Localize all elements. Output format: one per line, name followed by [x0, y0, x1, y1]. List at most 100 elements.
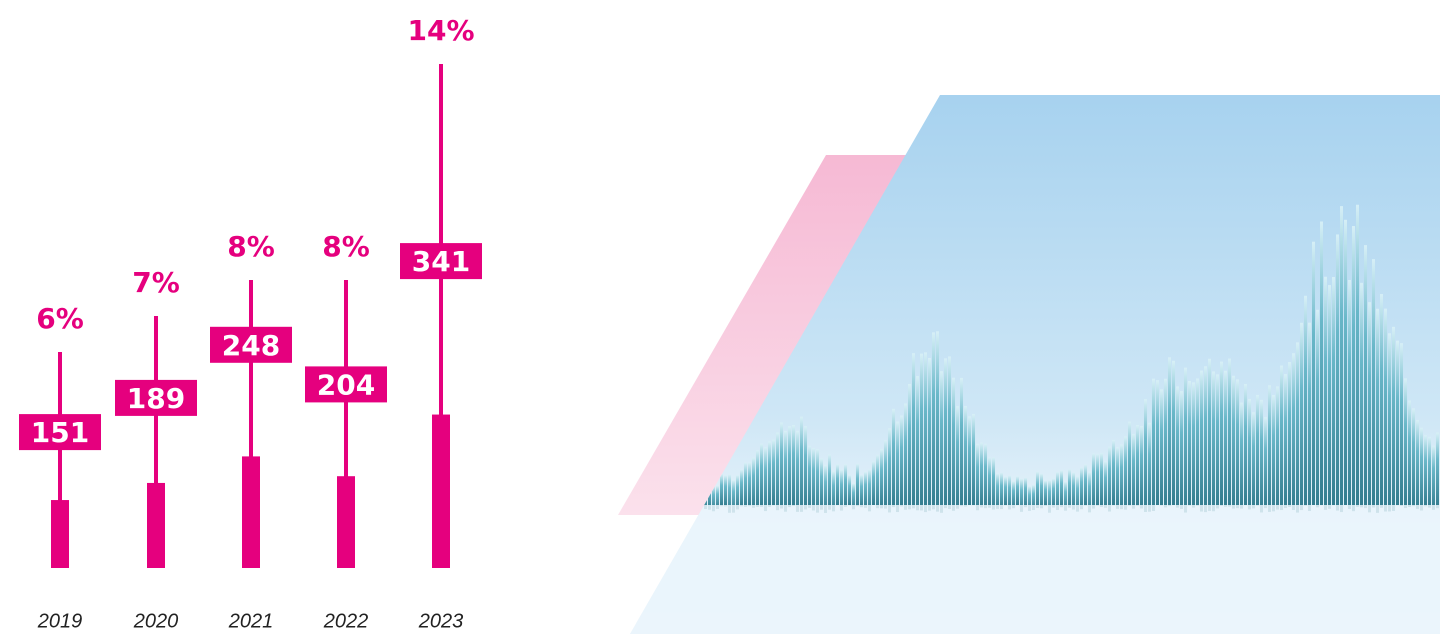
spike: [1320, 222, 1323, 506]
spike: [880, 449, 883, 508]
spike: [1208, 359, 1211, 511]
spike: [1012, 481, 1015, 508]
spike: [944, 358, 947, 508]
spike: [1416, 420, 1419, 509]
spike: [1080, 467, 1083, 509]
spike: [1332, 277, 1335, 505]
spike: [1092, 453, 1095, 508]
spike: [724, 475, 727, 506]
spike: [1132, 434, 1135, 509]
spike: [1160, 389, 1163, 505]
spike: [1024, 478, 1027, 507]
spike: [1120, 444, 1123, 509]
spike: [1240, 403, 1243, 509]
spike: [1340, 206, 1343, 512]
spike: [744, 463, 747, 507]
spike: [812, 448, 815, 510]
spike: [888, 428, 891, 512]
spike: [736, 475, 739, 509]
value-bar: [432, 415, 450, 568]
spike: [1336, 234, 1339, 510]
spike: [1004, 477, 1007, 506]
spike: [1380, 294, 1383, 508]
spike: [1176, 386, 1179, 507]
page: {"chart_data": {"type": "bar", "categori…: [0, 0, 1440, 634]
spike: [1084, 465, 1087, 506]
spike: [1008, 476, 1011, 510]
value-label: 189: [127, 382, 185, 415]
spike: [984, 444, 987, 508]
spike: [1244, 384, 1247, 505]
spike: [1372, 259, 1375, 507]
spike: [908, 384, 911, 509]
spike: [808, 446, 811, 508]
spike: [1268, 385, 1271, 512]
spike: [1224, 371, 1227, 507]
spike: [740, 470, 743, 507]
spike: [1388, 333, 1391, 511]
spike: [1104, 461, 1107, 507]
spike: [756, 450, 759, 507]
spike: [928, 358, 931, 511]
x-tick-label: 2021: [228, 610, 274, 632]
spike: [1296, 342, 1299, 512]
spike: [1252, 412, 1255, 508]
spike: [940, 371, 943, 513]
spike: [1140, 426, 1143, 508]
spike: [1168, 357, 1171, 506]
spike: [796, 431, 799, 512]
spike: [1412, 408, 1415, 506]
spike: [1144, 399, 1147, 512]
spike: [1196, 379, 1199, 506]
spike: [1308, 323, 1311, 511]
spike: [932, 332, 935, 509]
spike: [864, 472, 867, 508]
spike: [1392, 327, 1395, 511]
spike: [1164, 379, 1167, 508]
spike: [1264, 417, 1267, 508]
spike: [1216, 374, 1219, 508]
spike: [920, 354, 923, 511]
spike: [1408, 400, 1411, 507]
spike: [1060, 470, 1063, 507]
share-label: 8%: [322, 230, 370, 263]
spike: [916, 376, 919, 510]
spike: [884, 440, 887, 508]
spike: [1188, 381, 1191, 506]
spike: [816, 449, 819, 513]
spike: [1324, 277, 1327, 510]
spike: [964, 406, 967, 507]
spike: [848, 475, 851, 505]
spike: [1304, 296, 1307, 506]
spike: [1420, 428, 1423, 511]
spike: [976, 444, 979, 510]
spike: [784, 431, 787, 512]
share-label: 8%: [227, 230, 275, 263]
spike: [1228, 359, 1231, 507]
spike: [1072, 472, 1075, 509]
x-tick-label: 2022: [323, 610, 369, 632]
spike: [780, 423, 783, 509]
share-label: 6%: [36, 302, 84, 335]
spike: [1200, 371, 1203, 512]
spike: [1128, 422, 1131, 506]
spike: [948, 356, 951, 509]
spike: [1232, 376, 1235, 509]
spike: [952, 378, 955, 511]
spike: [1192, 382, 1195, 507]
spike: [872, 461, 875, 505]
spike: [1364, 245, 1367, 508]
value-bar: [242, 456, 260, 568]
spike: [924, 352, 927, 512]
spike: [972, 414, 975, 505]
spike: [960, 378, 963, 506]
spike: [992, 457, 995, 509]
spike: [1328, 285, 1331, 509]
spike: [1000, 473, 1003, 509]
spike: [1136, 425, 1139, 506]
value-label: 341: [412, 245, 470, 278]
spike: [820, 459, 823, 510]
spike: [1236, 379, 1239, 508]
spike: [904, 403, 907, 509]
spike: [1428, 437, 1431, 508]
